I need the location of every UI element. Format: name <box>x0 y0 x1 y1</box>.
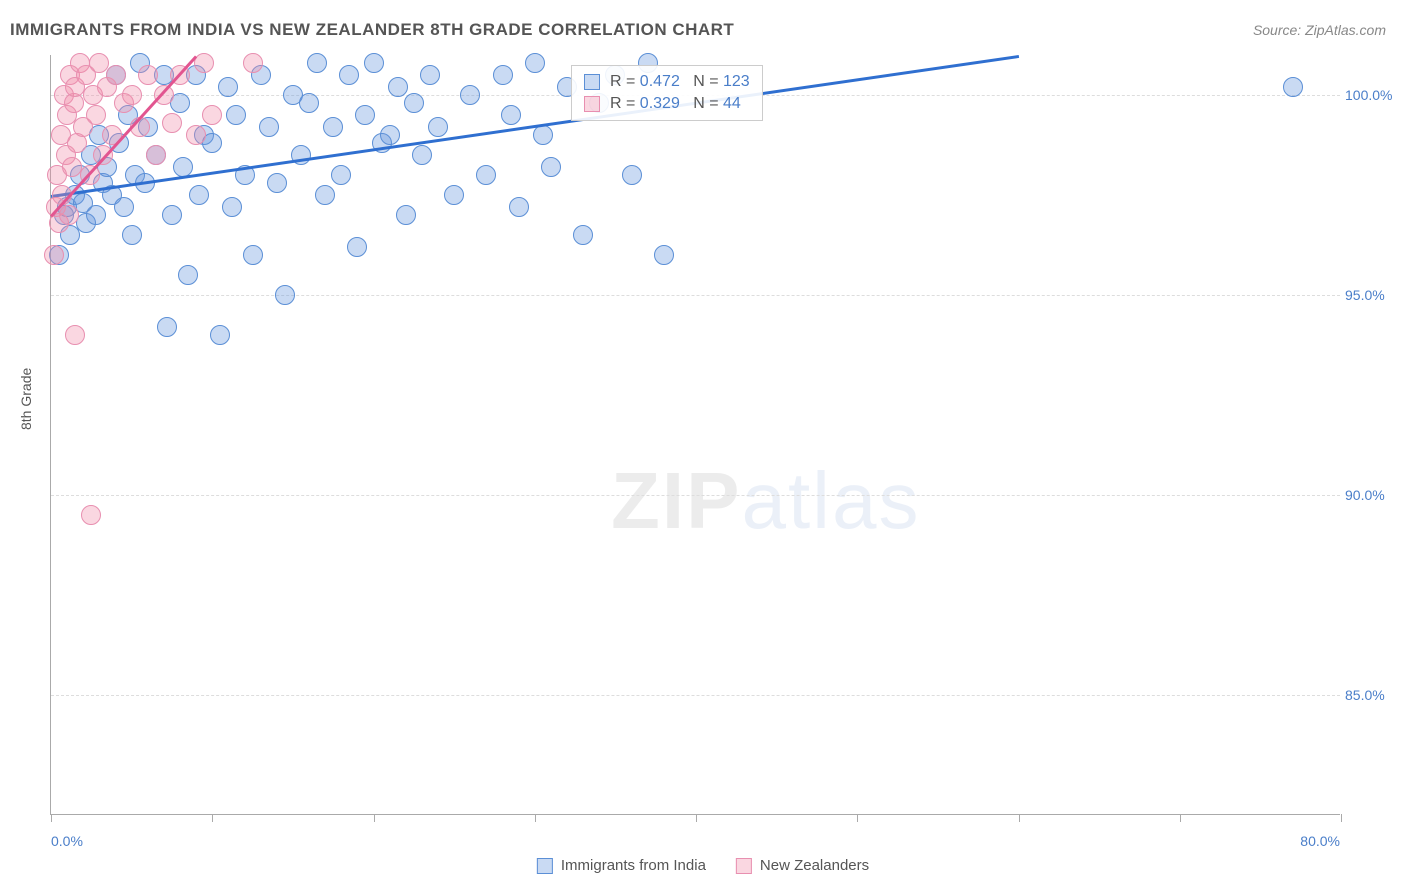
scatter-point <box>226 105 246 125</box>
scatter-point <box>315 185 335 205</box>
scatter-point <box>525 53 545 73</box>
scatter-point <box>404 93 424 113</box>
scatter-point <box>428 117 448 137</box>
chart-title: IMMIGRANTS FROM INDIA VS NEW ZEALANDER 8… <box>10 20 734 40</box>
scatter-point <box>202 105 222 125</box>
watermark-atlas: atlas <box>741 456 920 545</box>
scatter-point <box>275 285 295 305</box>
bottom-legend-label: New Zealanders <box>760 857 869 874</box>
bottom-legend-item: New Zealanders <box>736 857 869 874</box>
scatter-point <box>299 93 319 113</box>
scatter-point <box>146 145 166 165</box>
gridline <box>51 495 1340 496</box>
scatter-point <box>222 197 242 217</box>
scatter-point <box>59 205 79 225</box>
scatter-point <box>259 117 279 137</box>
scatter-point <box>162 205 182 225</box>
y-tick-label: 85.0% <box>1345 687 1400 703</box>
bottom-legend-item: Immigrants from India <box>537 857 706 874</box>
y-tick-label: 100.0% <box>1345 87 1400 103</box>
scatter-point <box>178 265 198 285</box>
y-tick-label: 95.0% <box>1345 287 1400 303</box>
y-tick-label: 90.0% <box>1345 487 1400 503</box>
scatter-point <box>122 85 142 105</box>
scatter-point <box>138 65 158 85</box>
scatter-point <box>380 125 400 145</box>
watermark: ZIPatlas <box>611 455 920 547</box>
scatter-point <box>501 105 521 125</box>
scatter-point <box>533 125 553 145</box>
scatter-point <box>267 173 287 193</box>
scatter-point <box>106 65 126 85</box>
source-label: Source: ZipAtlas.com <box>1253 22 1386 38</box>
scatter-point <box>347 237 367 257</box>
bottom-legend-label: Immigrants from India <box>561 857 706 874</box>
x-tick <box>374 814 375 822</box>
scatter-point <box>86 205 106 225</box>
scatter-point <box>396 205 416 225</box>
scatter-point <box>541 157 561 177</box>
watermark-zip: ZIP <box>611 456 741 545</box>
gridline <box>51 295 1340 296</box>
x-max-label: 80.0% <box>1300 833 1340 849</box>
scatter-point <box>243 53 263 73</box>
scatter-point <box>654 245 674 265</box>
legend-swatch <box>584 74 600 90</box>
legend-swatch <box>584 96 600 112</box>
scatter-point <box>194 53 214 73</box>
scatter-point <box>493 65 513 85</box>
scatter-point <box>1283 77 1303 97</box>
scatter-point <box>622 165 642 185</box>
scatter-point <box>331 165 351 185</box>
legend-swatch <box>736 858 752 874</box>
scatter-point <box>307 53 327 73</box>
x-tick <box>1019 814 1020 822</box>
y-axis-label: 8th Grade <box>18 368 34 430</box>
legend-stats: R = 0.472 N = 123 R = 0.329 N = 44 <box>571 65 763 121</box>
legend-stats-row: R = 0.329 N = 44 <box>584 93 750 115</box>
scatter-point <box>339 65 359 85</box>
legend-stats-row: R = 0.472 N = 123 <box>584 71 750 93</box>
scatter-point <box>323 117 343 137</box>
scatter-point <box>444 185 464 205</box>
x-tick <box>857 814 858 822</box>
scatter-point <box>186 125 206 145</box>
scatter-point <box>81 505 101 525</box>
scatter-point <box>364 53 384 73</box>
legend-stat-text: R = 0.472 N = 123 <box>610 73 750 91</box>
scatter-point <box>573 225 593 245</box>
x-tick <box>1180 814 1181 822</box>
x-tick <box>51 814 52 822</box>
scatter-point <box>476 165 496 185</box>
gridline <box>51 695 1340 696</box>
scatter-point <box>420 65 440 85</box>
scatter-point <box>355 105 375 125</box>
scatter-point <box>189 185 209 205</box>
bottom-legend: Immigrants from India New Zealanders <box>537 857 869 874</box>
scatter-point <box>157 317 177 337</box>
legend-swatch <box>537 858 553 874</box>
x-tick <box>696 814 697 822</box>
scatter-point <box>44 245 64 265</box>
scatter-point <box>114 197 134 217</box>
scatter-point <box>65 325 85 345</box>
scatter-point <box>162 113 182 133</box>
plot-area: ZIPatlas 0.0% 80.0% 100.0%95.0%90.0%85.0… <box>50 55 1340 815</box>
x-tick <box>535 814 536 822</box>
scatter-point <box>122 225 142 245</box>
x-tick <box>1341 814 1342 822</box>
x-min-label: 0.0% <box>51 833 83 849</box>
scatter-point <box>210 325 230 345</box>
scatter-point <box>509 197 529 217</box>
scatter-point <box>388 77 408 97</box>
x-tick <box>212 814 213 822</box>
scatter-point <box>86 105 106 125</box>
scatter-point <box>412 145 432 165</box>
scatter-point <box>243 245 263 265</box>
legend-stat-text: R = 0.329 N = 44 <box>610 95 741 113</box>
scatter-point <box>460 85 480 105</box>
scatter-point <box>218 77 238 97</box>
